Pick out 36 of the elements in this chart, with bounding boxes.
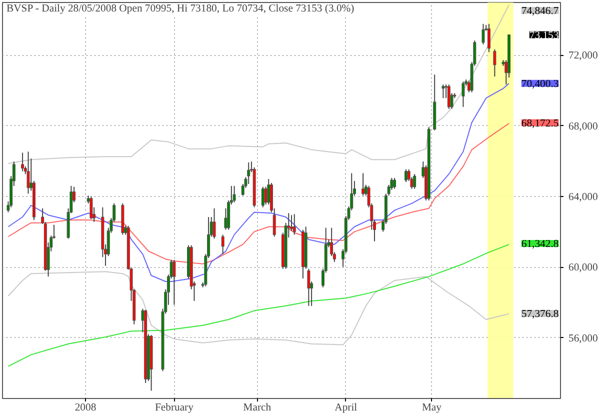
candlestick [482, 23, 485, 45]
candlestick [21, 152, 24, 172]
candlestick [292, 214, 296, 236]
candlestick [493, 48, 496, 78]
candlestick [90, 196, 93, 220]
y-tick-label: 64,000 [568, 192, 598, 204]
y-tick-label: 56,000 [568, 333, 598, 344]
annotation: 74,846.7 [521, 6, 560, 17]
candlestick [413, 174, 416, 190]
candlestick [393, 177, 396, 190]
x-tick-label: April [334, 402, 358, 414]
chart-title: BVSP - Daily 28/05/2008 Open 70995, Hi 73180, Lo 70734, Close 73153 (3.0%) [6, 4, 355, 14]
candlestick [307, 268, 310, 306]
candlestick [442, 84, 445, 99]
candlestick [172, 259, 176, 306]
line-series [8, 4, 510, 164]
line-series [8, 244, 510, 367]
x-tick-label: February [154, 402, 194, 414]
candlestick [221, 234, 224, 255]
candlestick [462, 80, 465, 108]
annotation: 57,376.8 [521, 309, 559, 320]
candlestick [212, 208, 216, 240]
y-tick-label: 72,000 [568, 50, 598, 62]
x-tick-label: May [422, 402, 442, 414]
candlestick [362, 172, 365, 196]
candlestick [404, 168, 408, 183]
candlestick [487, 23, 490, 53]
y-tick-label: 60,000 [568, 262, 598, 274]
x-tick-label: 2008 [74, 402, 96, 414]
y-tick-label: 68,000 [568, 121, 598, 132]
x-tick-label: March [243, 402, 272, 414]
candlestick [232, 185, 236, 203]
candlestick [447, 84, 450, 110]
candlestick [247, 162, 250, 184]
annotation: 73,153 [529, 30, 559, 42]
candlestick [26, 151, 30, 194]
